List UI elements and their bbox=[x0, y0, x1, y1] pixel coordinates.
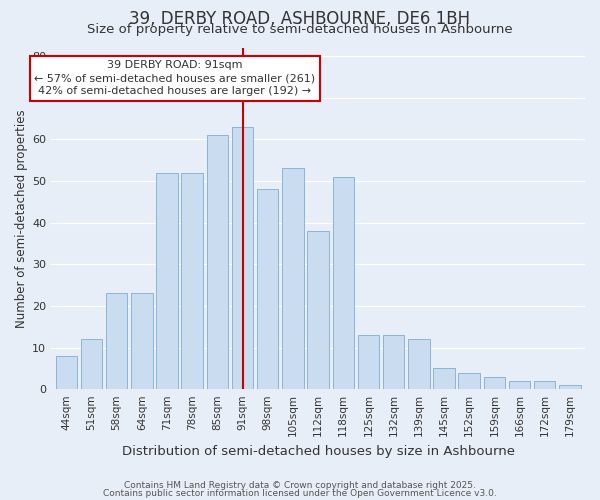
Text: 39, DERBY ROAD, ASHBOURNE, DE6 1BH: 39, DERBY ROAD, ASHBOURNE, DE6 1BH bbox=[130, 10, 470, 28]
Bar bbox=[106, 294, 127, 389]
Bar bbox=[56, 356, 77, 389]
Bar bbox=[332, 176, 354, 389]
Bar bbox=[383, 335, 404, 389]
Bar bbox=[509, 381, 530, 389]
Y-axis label: Number of semi-detached properties: Number of semi-detached properties bbox=[15, 109, 28, 328]
Bar bbox=[358, 335, 379, 389]
Bar bbox=[458, 372, 480, 389]
Bar bbox=[484, 376, 505, 389]
Bar bbox=[181, 172, 203, 389]
X-axis label: Distribution of semi-detached houses by size in Ashbourne: Distribution of semi-detached houses by … bbox=[122, 444, 515, 458]
Bar bbox=[81, 339, 102, 389]
Bar bbox=[232, 126, 253, 389]
Bar bbox=[282, 168, 304, 389]
Bar bbox=[307, 231, 329, 389]
Bar bbox=[408, 339, 430, 389]
Bar bbox=[559, 385, 581, 389]
Bar bbox=[131, 294, 152, 389]
Bar bbox=[257, 189, 278, 389]
Bar bbox=[206, 135, 228, 389]
Text: Contains HM Land Registry data © Crown copyright and database right 2025.: Contains HM Land Registry data © Crown c… bbox=[124, 481, 476, 490]
Text: 39 DERBY ROAD: 91sqm
← 57% of semi-detached houses are smaller (261)
42% of semi: 39 DERBY ROAD: 91sqm ← 57% of semi-detac… bbox=[34, 60, 315, 96]
Bar bbox=[433, 368, 455, 389]
Bar bbox=[156, 172, 178, 389]
Text: Contains public sector information licensed under the Open Government Licence v3: Contains public sector information licen… bbox=[103, 488, 497, 498]
Bar bbox=[534, 381, 556, 389]
Text: Size of property relative to semi-detached houses in Ashbourne: Size of property relative to semi-detach… bbox=[87, 22, 513, 36]
